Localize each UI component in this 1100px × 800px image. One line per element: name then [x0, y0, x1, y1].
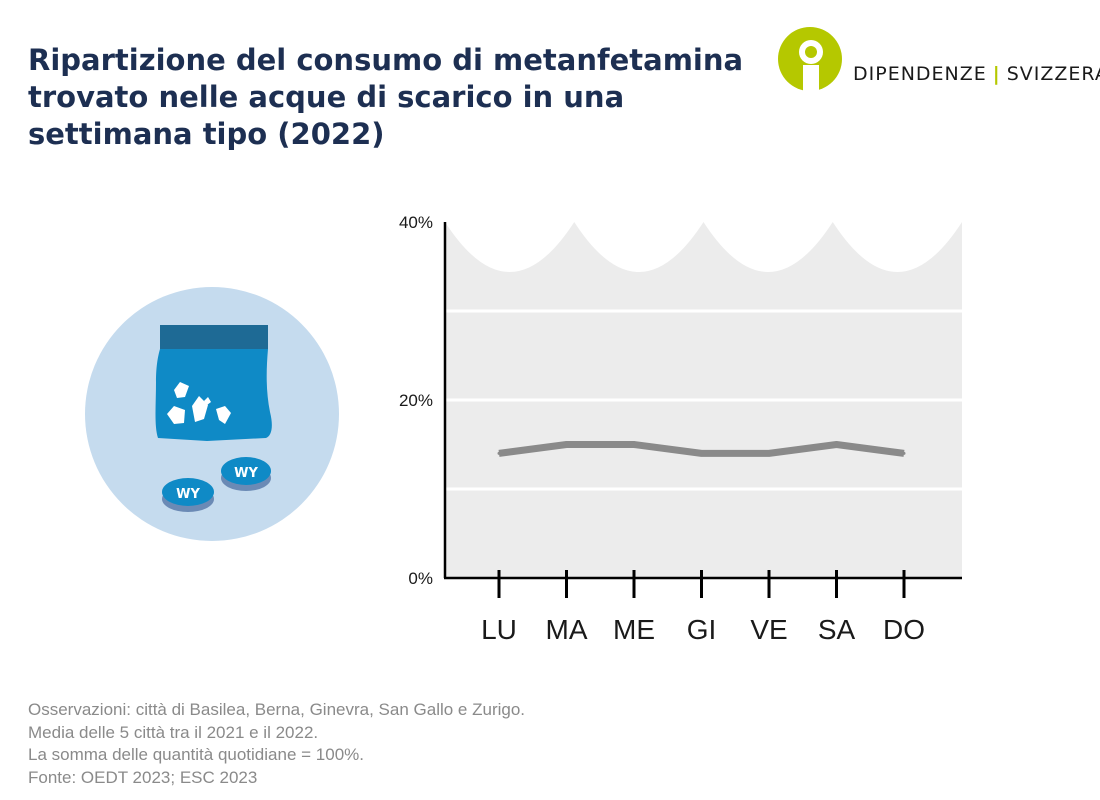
x-tick-label: LU [481, 614, 517, 645]
y-tick-labels: 0% 20% 40% [399, 213, 433, 588]
logo-text-part1: DIPENDENZE [853, 63, 987, 85]
chart-gridlines [445, 309, 962, 491]
y-tick-label: 40% [399, 213, 433, 232]
pill-1: WY [162, 478, 214, 512]
x-ticks: LU MA ME GI VE SA DO [481, 570, 925, 645]
footnotes: Osservazioni: città di Basilea, Berna, G… [28, 699, 525, 789]
bag-icon [155, 325, 272, 441]
data-point [497, 451, 501, 455]
footnote-observations: Osservazioni: città di Basilea, Berna, G… [28, 700, 526, 719]
pill-2-text: WY [234, 466, 258, 481]
x-tick-label: ME [613, 614, 655, 645]
footnote-average: Media delle 5 città tra il 2021 e il 202… [28, 722, 319, 742]
meth-bag-illustration: WY WY [85, 287, 339, 541]
y-tick-label: 20% [399, 391, 433, 410]
y-tick-label: 0% [408, 569, 433, 588]
logo-text: DIPENDENZE | SVIZZERA [853, 63, 1100, 85]
footnote-source: Fonte: OEDT 2023; ESC 2023 [28, 767, 258, 787]
chart-title: Ripartizione del consumo di metanfetamin… [28, 43, 744, 151]
line-chart: 0% 20% 40% LU MA ME GI VE SA DO [399, 213, 962, 645]
x-tick-label: DO [883, 614, 925, 645]
pill-1-text: WY [176, 487, 200, 502]
x-tick-label: VE [750, 614, 787, 645]
footnote-sum: La somma delle quantità quotidiane = 100… [28, 745, 364, 764]
data-point [565, 443, 568, 446]
data-point [902, 451, 906, 455]
data-point [767, 451, 771, 455]
data-point [700, 451, 703, 455]
logo-person-icon [778, 27, 842, 91]
x-tick-label: GI [687, 614, 717, 645]
chart-series [497, 441, 906, 457]
x-tick-label: SA [818, 614, 856, 645]
data-point [632, 443, 636, 446]
x-tick-label: MA [546, 614, 588, 645]
logo-separator: | [992, 63, 1001, 85]
logo: DIPENDENZE | SVIZZERA [778, 27, 1100, 91]
logo-text-part2: SVIZZERA [1006, 63, 1100, 85]
pill-2: WY [221, 457, 271, 491]
data-point [835, 443, 838, 446]
